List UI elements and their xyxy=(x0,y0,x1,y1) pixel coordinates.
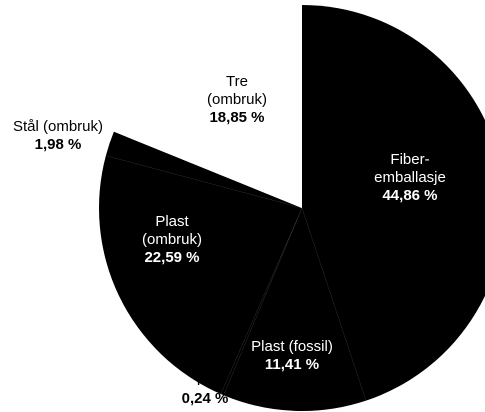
slice-value: 22,59 % xyxy=(144,249,200,266)
slice-name: Plast (ombruk) xyxy=(141,213,202,248)
pie-slice xyxy=(220,208,302,396)
slice-name: Tre (ombruk) xyxy=(206,73,267,108)
slice-value: 1,98 % xyxy=(34,136,82,153)
slice-value: 44,86 % xyxy=(382,187,438,204)
slice-name: Stål (ombruk) xyxy=(12,118,104,135)
slice-label: Fiber-emballasje 44,86 % xyxy=(370,151,450,205)
slice-name: Plast (fossil) xyxy=(251,338,333,355)
slice-name: Tre xyxy=(194,372,216,389)
slice-label: Stål (ombruk) 1,98 % xyxy=(0,118,123,154)
slice-value: 11,41 % xyxy=(264,356,320,373)
slice-label: Plast (ombruk) 22,59 % xyxy=(132,213,212,267)
pie-slice xyxy=(223,208,367,412)
pie-slice xyxy=(105,131,302,208)
slice-value: 18,85 % xyxy=(209,109,265,126)
pie-slice xyxy=(99,155,302,395)
slice-value: 0,24 % xyxy=(181,390,229,407)
pie-slice xyxy=(113,5,302,208)
pie-slice xyxy=(302,5,485,401)
slice-label: Plast (fossil) 11,41 % xyxy=(232,338,352,374)
slice-name: Fiber-emballasje xyxy=(374,151,446,186)
slice-label: Tre (ombruk) 18,85 % xyxy=(197,73,277,127)
slice-label: Tre 0,24 % xyxy=(175,372,235,408)
